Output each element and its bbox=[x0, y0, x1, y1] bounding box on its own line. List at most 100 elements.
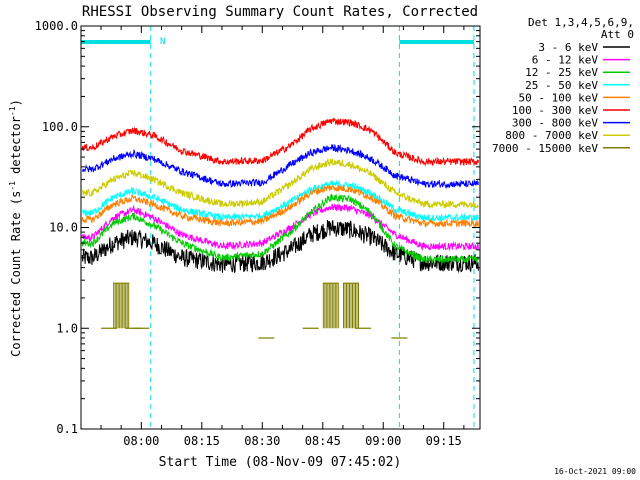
point-4-0 bbox=[92, 218, 94, 221]
point-0-12 bbox=[394, 253, 396, 255]
point-2-2 bbox=[132, 215, 134, 217]
point-3-0 bbox=[92, 212, 94, 214]
legend-label-5: 100 - 300 keV bbox=[512, 104, 598, 117]
series-line-0 bbox=[81, 219, 479, 274]
point-5-11 bbox=[370, 129, 372, 131]
plot-frame bbox=[80, 25, 481, 430]
point-6-3 bbox=[152, 158, 155, 160]
point-2-1 bbox=[112, 222, 114, 224]
point-1-12 bbox=[394, 234, 396, 236]
point-0-2 bbox=[132, 236, 134, 238]
point-0-7 bbox=[289, 249, 292, 251]
xtick-label-0: 08:00 bbox=[123, 434, 159, 448]
ytick-label-2: 10.0 bbox=[49, 221, 78, 235]
point-7-6 bbox=[261, 201, 263, 203]
point-5-4 bbox=[181, 149, 183, 152]
point-0-0 bbox=[92, 257, 94, 259]
xtick-label-2: 08:30 bbox=[244, 434, 280, 448]
point-7-9 bbox=[330, 161, 332, 163]
point-4-4 bbox=[181, 215, 183, 217]
saa-marker: N bbox=[160, 37, 165, 47]
point-6-11 bbox=[370, 158, 372, 160]
point-6-10 bbox=[350, 149, 352, 152]
y-ticks: 0.1 1.0 10.0 100.0 1000.0 bbox=[35, 19, 480, 436]
point-3-9 bbox=[330, 183, 332, 185]
point-6-6 bbox=[261, 181, 263, 184]
point-1-1 bbox=[112, 217, 114, 219]
point-2-9 bbox=[330, 196, 332, 198]
point-3-8 bbox=[310, 188, 312, 190]
legend-label-6: 300 - 800 keV bbox=[512, 117, 598, 130]
legend-label-7: 800 - 7000 keV bbox=[505, 129, 598, 142]
series-line-3 bbox=[81, 179, 479, 223]
point-4-7 bbox=[289, 206, 292, 208]
point-2-13 bbox=[422, 259, 425, 261]
point-3-13 bbox=[422, 217, 425, 219]
point-7-13 bbox=[422, 203, 425, 205]
point-4-6 bbox=[261, 220, 263, 222]
point-5-9 bbox=[330, 120, 332, 122]
point-6-13 bbox=[422, 183, 425, 185]
point-5-10 bbox=[350, 121, 352, 124]
point-7-5 bbox=[221, 203, 223, 205]
point-3-1 bbox=[112, 196, 114, 198]
point-5-6 bbox=[261, 160, 263, 162]
series-7 bbox=[81, 158, 479, 210]
point-0-10 bbox=[350, 229, 352, 231]
point-5-3 bbox=[152, 134, 155, 137]
x-axis-label: Start Time (08-Nov-09 07:45:02) bbox=[159, 455, 402, 470]
legend-label-4: 50 - 100 keV bbox=[519, 91, 599, 104]
point-5-7 bbox=[289, 144, 292, 147]
x-ticks: 08:00 08:15 08:30 08:45 09:00 09:15 bbox=[100, 26, 465, 448]
legend-header-line-1: Det 1,3,4,5,6,9, bbox=[528, 16, 634, 29]
point-4-8 bbox=[310, 192, 312, 194]
point-7-2 bbox=[132, 172, 134, 174]
ytick-label-1: 1.0 bbox=[56, 321, 78, 335]
point-0-1 bbox=[112, 242, 114, 244]
point-0-9 bbox=[330, 226, 332, 229]
point-7-10 bbox=[350, 164, 352, 166]
point-1-0 bbox=[92, 236, 94, 238]
point-4-1 bbox=[112, 203, 114, 205]
point-1-7 bbox=[289, 226, 292, 229]
legend-label-8: 7000 - 15000 keV bbox=[492, 142, 598, 155]
y-axis-label-sup: -1 bbox=[8, 181, 17, 191]
xtick-label-5: 09:15 bbox=[426, 434, 462, 448]
point-0-11 bbox=[370, 236, 372, 238]
point-4-3 bbox=[152, 203, 155, 205]
point-2-6 bbox=[261, 253, 263, 255]
point-2-12 bbox=[394, 245, 396, 247]
point-6-4 bbox=[181, 170, 183, 173]
series-4 bbox=[81, 184, 479, 229]
point-2-7 bbox=[289, 231, 292, 233]
series-line-2 bbox=[81, 193, 479, 264]
point-7-3 bbox=[152, 178, 155, 181]
ytick-label-4: 1000.0 bbox=[35, 19, 78, 33]
legend-label-2: 12 - 25 keV bbox=[525, 66, 598, 79]
y-axis-label-mid: detector bbox=[9, 116, 23, 181]
point-7-14 bbox=[463, 203, 465, 205]
point-6-7 bbox=[289, 164, 292, 166]
point-5-2 bbox=[132, 129, 134, 131]
point-7-12 bbox=[394, 192, 396, 194]
point-1-9 bbox=[330, 206, 332, 208]
y-axis-label: Corrected Count Rate (s-1 detector-1) bbox=[8, 99, 23, 357]
point-1-3 bbox=[152, 217, 155, 219]
point-7-8 bbox=[310, 168, 312, 170]
point-3-6 bbox=[261, 215, 263, 217]
chart-title: RHESSI Observing Summary Count Rates, Co… bbox=[82, 4, 478, 20]
point-7-0 bbox=[92, 192, 94, 194]
point-6-12 bbox=[394, 174, 396, 176]
point-0-3 bbox=[152, 242, 155, 244]
point-1-5 bbox=[221, 245, 223, 247]
legend-label-1: 6 - 12 keV bbox=[532, 54, 599, 67]
point-6-14 bbox=[463, 183, 465, 185]
point-3-11 bbox=[370, 192, 372, 194]
point-3-12 bbox=[394, 209, 396, 211]
point-4-13 bbox=[422, 222, 425, 224]
point-2-5 bbox=[221, 257, 223, 259]
point-2-4 bbox=[181, 242, 183, 244]
xtick-label-3: 08:45 bbox=[305, 434, 341, 448]
point-7-11 bbox=[370, 173, 372, 175]
